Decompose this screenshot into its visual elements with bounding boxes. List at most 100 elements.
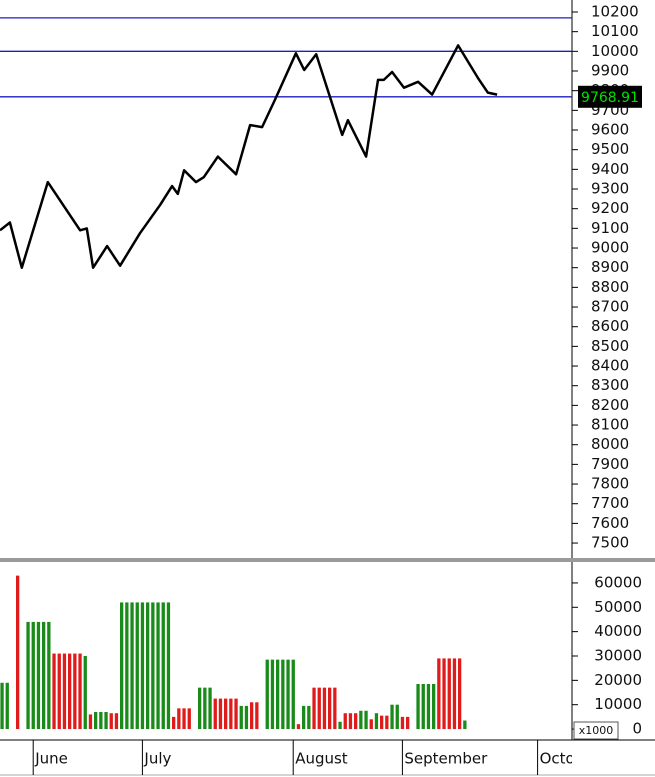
volume-bar xyxy=(156,602,160,730)
y-tick-label: 9900 xyxy=(591,62,629,80)
volume-bar xyxy=(99,711,103,730)
volume-bar xyxy=(26,621,30,730)
volume-bar xyxy=(42,621,46,730)
unit-label: x1000 xyxy=(579,724,614,737)
unit-box xyxy=(573,721,619,740)
volume-bar xyxy=(390,704,394,730)
volume-bar xyxy=(354,713,358,730)
volume-bar xyxy=(307,705,311,730)
volume-bar xyxy=(458,658,462,730)
volume-bar xyxy=(244,705,249,730)
volume-bar xyxy=(130,602,134,730)
volume-bar xyxy=(255,702,259,730)
y-tick-label: 9000 xyxy=(591,239,629,257)
y-tick-label: 8300 xyxy=(591,376,629,394)
x-tick-label: September xyxy=(404,750,488,768)
volume-bar xyxy=(31,621,35,730)
volume-bar xyxy=(16,575,20,730)
volume-bar xyxy=(140,602,145,730)
volume-bar xyxy=(400,716,405,730)
volume-bar xyxy=(229,698,233,730)
x-tick-label: July xyxy=(143,750,171,768)
y-tick-label: 10200 xyxy=(591,2,639,20)
volume-bar xyxy=(135,602,139,730)
x-axis: June July August September October xyxy=(32,740,572,775)
y-tick-label: 9200 xyxy=(591,199,629,217)
volume-bar xyxy=(224,698,228,730)
volume-bar xyxy=(68,653,72,730)
last-value-label: 9768.91 xyxy=(581,90,639,106)
volume-bar xyxy=(369,719,373,730)
volume-bar xyxy=(114,713,119,730)
volume-bar xyxy=(338,721,342,730)
volume-bar xyxy=(213,698,217,730)
y-tick-label: 7700 xyxy=(591,494,629,512)
volume-bar xyxy=(317,687,321,730)
volume-bar xyxy=(276,659,280,730)
panel-separator xyxy=(0,558,655,562)
volume-bar xyxy=(5,682,9,730)
volume-bar xyxy=(47,621,51,730)
y-tick-label: 10100 xyxy=(591,22,639,40)
volume-bar xyxy=(333,687,337,730)
volume-bar xyxy=(286,659,290,730)
volume-bar xyxy=(78,653,82,730)
volume-bar xyxy=(250,702,254,730)
y-tick-label: 40000 xyxy=(594,622,642,640)
volume-bar xyxy=(166,602,171,730)
volume-bar xyxy=(198,687,202,730)
volume-bar xyxy=(374,713,379,730)
y-tick-label: 8000 xyxy=(591,435,629,453)
y-tick-label: 8200 xyxy=(591,396,629,414)
volume-bar xyxy=(426,683,431,730)
y-tick-label: 8400 xyxy=(591,357,629,375)
y-tick-label: 10000 xyxy=(591,42,639,60)
volume-bar xyxy=(203,687,207,730)
volume-bar xyxy=(463,720,467,730)
volume-bar xyxy=(395,704,399,730)
y-tick-label: 30000 xyxy=(594,646,642,664)
volume-bar xyxy=(57,653,61,730)
volume-bar xyxy=(364,710,368,730)
y-tick-label: 7900 xyxy=(591,455,629,473)
y-tick-label: 60000 xyxy=(594,573,642,591)
price-line xyxy=(0,44,498,269)
volume-bar xyxy=(109,713,113,730)
y-tick-label: 50000 xyxy=(594,598,642,616)
volume-bar xyxy=(125,602,129,730)
last-value-box xyxy=(578,85,642,108)
volume-bar xyxy=(447,658,451,730)
volume-bar xyxy=(146,602,150,730)
y-tick-label: 8600 xyxy=(591,317,629,335)
volume-bar xyxy=(52,653,56,730)
y-tick-label: 7500 xyxy=(591,534,629,552)
volume-bar xyxy=(380,715,384,730)
volume-bar xyxy=(302,705,306,730)
volume-bar xyxy=(234,698,238,730)
volume-bar xyxy=(36,621,41,730)
volume-bar xyxy=(348,713,353,730)
y-tick-label: 9400 xyxy=(591,160,629,178)
volume-bar xyxy=(265,659,269,730)
volume-bar xyxy=(177,708,181,730)
volume-bar xyxy=(88,714,93,730)
volume-bar xyxy=(62,653,67,730)
y-tick-label: 8500 xyxy=(591,337,629,355)
volume-bar xyxy=(312,687,316,730)
volume-bar xyxy=(83,655,87,730)
y-tick-label: 8900 xyxy=(591,258,629,276)
volume-bar xyxy=(182,708,186,730)
volume-bar xyxy=(343,713,347,730)
volume-bar xyxy=(208,687,212,730)
volume-bar xyxy=(120,602,124,730)
volume-bar xyxy=(296,724,301,730)
y-tick-label: 8100 xyxy=(591,416,629,434)
volume-bar xyxy=(151,602,155,730)
plot-area xyxy=(0,17,572,269)
y-tick-label: 7600 xyxy=(591,514,629,532)
volume-bar xyxy=(406,716,410,730)
volume-bar xyxy=(322,687,327,730)
volume-bar xyxy=(172,716,176,730)
